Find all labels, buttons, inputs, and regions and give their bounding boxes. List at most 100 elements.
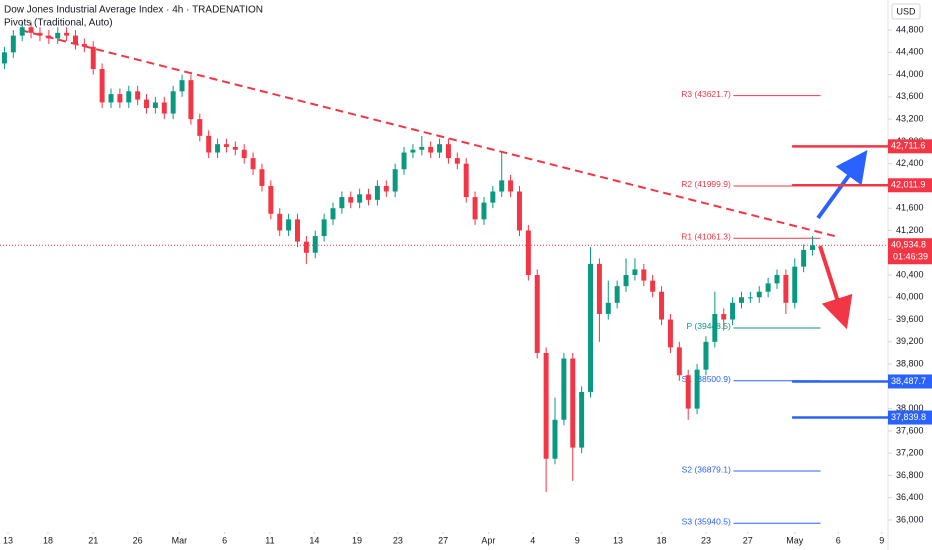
- y-tick-label: 40,400: [896, 269, 924, 279]
- candle-body: [596, 263, 602, 314]
- level-label: 38,487.7: [891, 376, 926, 386]
- x-tick-label: 18: [43, 535, 53, 545]
- currency-label[interactable]: USD: [896, 6, 916, 16]
- candle-body: [756, 291, 762, 298]
- candle-body: [392, 169, 398, 192]
- x-tick-label: 21: [88, 535, 98, 545]
- level-label: 37,839.8: [891, 412, 926, 422]
- x-tick-label: 27: [438, 535, 448, 545]
- candle-body: [445, 144, 451, 159]
- candle-body: [765, 283, 771, 292]
- candle-body: [321, 219, 327, 237]
- candle-body: [712, 313, 718, 342]
- candle-body: [294, 219, 300, 242]
- candle-body: [312, 236, 318, 253]
- candle-body: [428, 146, 434, 153]
- candle-body: [676, 347, 682, 376]
- x-tick-label: 18: [657, 535, 667, 545]
- y-tick-label: 36,400: [896, 492, 924, 502]
- pivot-label: S1 (38500.9): [682, 374, 731, 384]
- candle-body: [419, 146, 425, 150]
- y-tick-label: 44,000: [896, 69, 924, 79]
- candle-body: [534, 275, 540, 353]
- y-tick-label: 38,800: [896, 358, 924, 368]
- x-tick-label: Apr: [481, 535, 495, 545]
- chart-title: Dow Jones Industrial Average Index · 4h …: [4, 5, 263, 16]
- candle-body: [37, 32, 43, 36]
- x-tick-label: 9: [575, 535, 580, 545]
- candle-body: [437, 144, 443, 153]
- y-tick-label: 37,600: [896, 425, 924, 435]
- candle-body: [525, 230, 531, 276]
- candle-body: [357, 194, 363, 203]
- candle-body: [481, 202, 487, 220]
- candle-body: [268, 185, 274, 214]
- candle-body: [401, 152, 407, 170]
- candle-body: [170, 91, 176, 114]
- x-tick-label: 23: [701, 535, 711, 545]
- candle-body: [55, 32, 61, 39]
- candle-body: [650, 280, 656, 292]
- y-tick-label: 42,400: [896, 158, 924, 168]
- candle-body: [81, 43, 87, 47]
- x-tick-label: May: [786, 535, 804, 545]
- level-tag: [888, 374, 932, 389]
- down-arrow: [818, 245, 853, 330]
- candle-body: [99, 69, 105, 103]
- candle-body: [721, 313, 727, 320]
- pivot-label: S3 (35940.5): [682, 517, 731, 527]
- candle-body: [783, 275, 789, 303]
- candle-body: [366, 194, 372, 200]
- last-price-label: 40,934.8: [891, 240, 926, 250]
- candle-body: [801, 249, 807, 267]
- x-tick-label: Mar: [172, 535, 188, 545]
- candle-body: [694, 369, 700, 409]
- up-arrow: [816, 150, 868, 220]
- y-tick-label: 44,800: [896, 24, 924, 34]
- x-tick-label: 13: [3, 535, 13, 545]
- candle-body: [614, 286, 620, 303]
- x-tick-label: 23: [393, 535, 403, 545]
- candle-body: [667, 319, 673, 348]
- candle-body: [490, 191, 496, 203]
- candle-body: [277, 213, 283, 231]
- plot-area: R3 (43621.7) R2 (41999.9) R1 (41061.3) P (3…: [0, 21, 888, 527]
- y-tick-label: 36,000: [896, 514, 924, 524]
- pivot-label: R2 (41999.9): [681, 179, 731, 189]
- candle-body: [774, 275, 780, 284]
- level-label: 42,011.9: [891, 180, 925, 190]
- y-tick-label: 40,000: [896, 292, 924, 302]
- y-tick-label: 43,600: [896, 91, 924, 101]
- candle-body: [223, 144, 229, 147]
- candle-body: [570, 358, 576, 448]
- x-tick-label: 6: [222, 535, 227, 545]
- candle-body: [250, 158, 256, 170]
- candle-body: [632, 269, 638, 276]
- level-tag: [888, 139, 932, 154]
- x-tick-label: 19: [352, 535, 362, 545]
- candle-body: [64, 32, 70, 36]
- candle-body: [463, 163, 469, 198]
- candle-body: [472, 197, 478, 220]
- candle-body: [10, 35, 16, 53]
- pivot-label: R1 (41061.3): [681, 231, 731, 241]
- y-tick-label: 36,800: [896, 470, 924, 480]
- currency-box[interactable]: [891, 3, 921, 20]
- candle-body: [232, 146, 238, 150]
- candle-body: [623, 275, 629, 287]
- candle-body: [1, 52, 7, 64]
- candle-body: [552, 419, 558, 459]
- candle-body: [516, 191, 522, 231]
- candle-body: [241, 149, 247, 159]
- candle-body: [499, 180, 505, 192]
- candle-body: [641, 269, 647, 281]
- candle-body: [605, 302, 611, 314]
- candle-body: [330, 208, 336, 220]
- candle-body: [454, 158, 460, 164]
- candle-body: [348, 197, 354, 203]
- candle-body: [144, 99, 150, 108]
- chart-subtitle: Pivots (Traditional, Auto): [4, 18, 113, 29]
- x-tick-label: 6: [836, 535, 841, 545]
- candle-body: [383, 185, 389, 192]
- candle-body: [810, 245, 816, 250]
